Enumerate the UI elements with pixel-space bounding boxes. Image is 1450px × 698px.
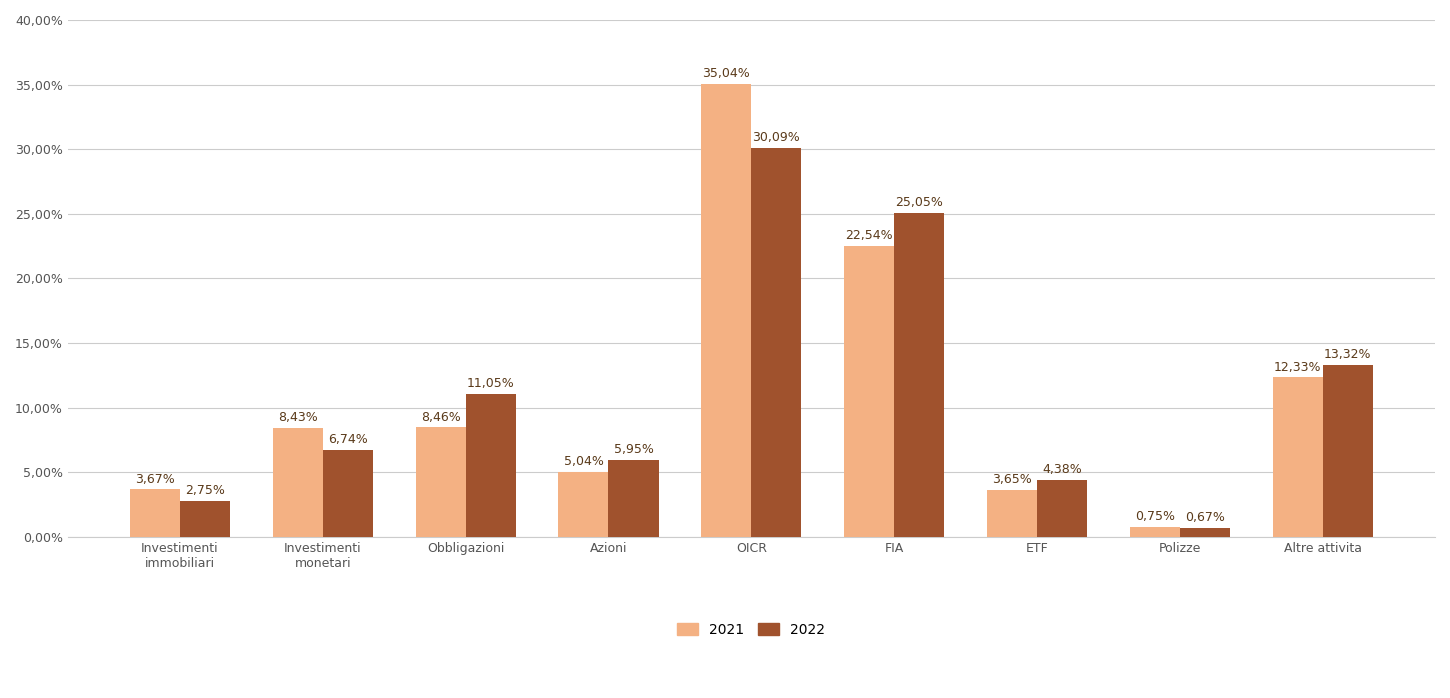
Text: 8,43%: 8,43% (278, 411, 318, 424)
Text: 5,04%: 5,04% (564, 455, 603, 468)
Bar (416, 427, 465, 537)
Text: 22,54%: 22,54% (845, 229, 893, 242)
Text: 13,32%: 13,32% (1324, 348, 1372, 361)
Text: 0,75%: 0,75% (1135, 510, 1175, 524)
Text: 11,05%: 11,05% (467, 377, 515, 390)
Text: 6,74%: 6,74% (328, 433, 368, 446)
Bar (987, 489, 1037, 537)
Bar (465, 394, 516, 537)
Text: 3,65%: 3,65% (992, 473, 1032, 486)
Bar (1037, 480, 1088, 537)
Bar (1273, 378, 1322, 537)
Text: 5,95%: 5,95% (613, 443, 654, 456)
Text: 25,05%: 25,05% (895, 196, 942, 209)
Bar (273, 428, 323, 537)
Bar (609, 460, 658, 537)
Bar (130, 489, 180, 537)
Text: 12,33%: 12,33% (1275, 361, 1321, 373)
Bar (844, 246, 895, 537)
Bar (1322, 365, 1373, 537)
Bar (323, 450, 373, 537)
Text: 8,46%: 8,46% (420, 410, 461, 424)
Bar (751, 148, 802, 537)
Legend: 2021, 2022: 2021, 2022 (670, 616, 832, 644)
Bar (558, 472, 609, 537)
Text: 0,67%: 0,67% (1185, 511, 1225, 524)
Text: 30,09%: 30,09% (753, 131, 800, 144)
Text: 4,38%: 4,38% (1043, 463, 1082, 476)
Bar (702, 84, 751, 537)
Bar (1180, 528, 1230, 537)
Text: 3,67%: 3,67% (135, 473, 175, 486)
Text: 35,04%: 35,04% (702, 67, 750, 80)
Bar (1130, 527, 1180, 537)
Text: 2,75%: 2,75% (186, 484, 225, 498)
Bar (895, 213, 944, 537)
Bar (180, 501, 231, 537)
